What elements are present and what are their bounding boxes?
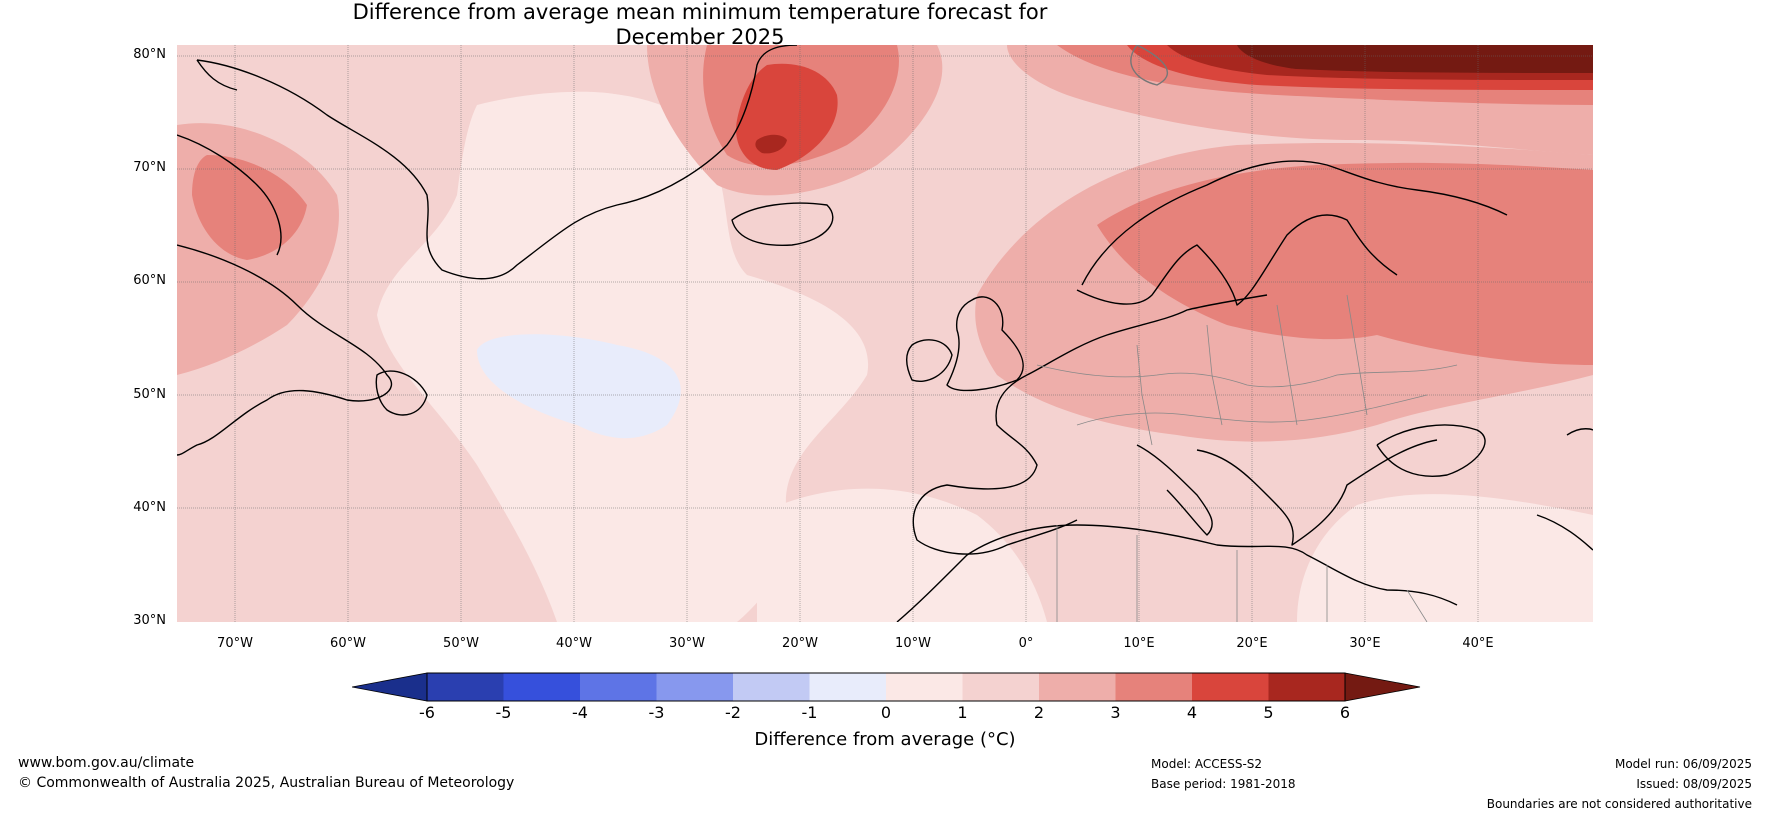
colorbar-tick-label: -3 [648, 703, 665, 722]
colorbar-segment [1268, 673, 1346, 701]
lon-label-20e: 20°E [1236, 636, 1268, 651]
map-title-line1: Difference from average mean minimum tem… [352, 0, 1048, 24]
lon-label-20w: 20°W [782, 636, 818, 651]
anomaly-region-3to4-labrador [192, 155, 307, 260]
colorbar-segment [962, 673, 1040, 701]
lon-label-70w: 70°W [217, 636, 253, 651]
colorbar-outline [426, 672, 1346, 702]
footer-copyright: © Commonwealth of Australia 2025, Austra… [18, 775, 515, 791]
forecast-map [177, 45, 1593, 622]
colorbar-tick-label: -5 [495, 703, 512, 722]
coastline-greenland-inner [196, 59, 238, 91]
coastline-greenland [196, 45, 798, 280]
border-north-africa [1056, 525, 1428, 622]
colorbar-segment [580, 673, 657, 701]
colorbar-tick-label: 0 [880, 703, 892, 722]
colorbar-extend-high [1344, 672, 1421, 702]
coastline-labrador [177, 244, 393, 456]
lat-label-80n: 80°N [133, 47, 166, 62]
coastline-black-sea [1376, 424, 1486, 477]
coastline-great-britain [946, 296, 1024, 392]
border-europe-2 [1076, 394, 1428, 426]
anomaly-region-over6-arctic [1237, 45, 1593, 73]
coastline-norway [1081, 160, 1508, 286]
lat-label-70n: 70°N [133, 160, 166, 175]
colorbar-tick-label: 3 [1110, 703, 1121, 722]
lat-label-60n: 60°N [133, 273, 166, 288]
lon-label-30w: 30°W [669, 636, 705, 651]
border-europe-3 [1136, 294, 1368, 446]
colorbar-segment [1115, 673, 1193, 701]
coastlines [177, 45, 1593, 622]
coastline-svalbard [1130, 45, 1169, 86]
colorbar-tick-label: 6 [1339, 703, 1351, 722]
colorbar-segment [503, 673, 581, 701]
colorbar-segment [1192, 673, 1269, 701]
colorbar-label: Difference from average (°C) [754, 729, 1016, 750]
forecast-map-svg [177, 45, 1593, 622]
anomaly-region-3to4-scandinavia [1097, 162, 1593, 365]
coastline-ireland [906, 339, 953, 382]
country-borders [1036, 294, 1458, 622]
colorbar-segment [656, 673, 734, 701]
map-title: Difference from average mean minimum tem… [230, 0, 1170, 50]
coastline-caspian [1536, 428, 1593, 551]
lon-label-30e: 30°E [1349, 636, 1381, 651]
footer-model-run: Model run: 06/09/2025 [1614, 757, 1752, 771]
colorbar-segment [733, 673, 810, 701]
coastline-italy [1136, 444, 1213, 536]
coastline-iceland [731, 202, 834, 247]
colorbar-tick-label: -4 [572, 703, 588, 722]
anomaly-region-light-greenland [491, 91, 649, 236]
colorbar-tick-label: 5 [1263, 703, 1274, 722]
anomaly-region-light-east [1297, 494, 1593, 622]
border-europe-1 [1036, 364, 1458, 388]
colorbar-tick-label: -2 [725, 703, 741, 722]
lon-label-40e: 40°E [1462, 636, 1494, 651]
colorbar-segment [427, 673, 504, 701]
colorbar-tick-label: 1 [957, 703, 968, 722]
colorbar-tick-label: -1 [801, 703, 818, 722]
coastline-newfoundland [375, 370, 428, 416]
coastline-sweden-finland [1076, 214, 1398, 306]
anomaly-region-negative [477, 334, 681, 439]
coastline-north-africa [896, 524, 1458, 622]
lat-label-50n: 50°N [133, 387, 166, 402]
footer-model: Model: ACCESS-S2 [1151, 757, 1263, 771]
colorbar-extend-low [352, 672, 428, 702]
graticule [177, 45, 1593, 622]
lat-label-40n: 40°N [133, 500, 166, 515]
lon-label-10w: 10°W [895, 636, 931, 651]
colorbar-segment [809, 673, 887, 701]
colorbar-segment [886, 673, 963, 701]
coastline-baffin [177, 134, 282, 256]
lon-label-0: 0° [1018, 636, 1034, 651]
coastline-western-europe [912, 294, 1268, 555]
anomaly-region-light-mediterranean [757, 488, 1047, 622]
colorbar-segment [1039, 673, 1116, 701]
colorbar-tick-label: 2 [1033, 703, 1045, 722]
lat-label-30n: 30°N [133, 613, 166, 628]
colorbar [352, 672, 1421, 702]
footer-issued: Issued: 08/09/2025 [1636, 777, 1752, 791]
lon-label-40w: 40°W [556, 636, 592, 651]
anomaly-region-5to6-greenland [755, 134, 787, 154]
colorbar-tick-label: -6 [419, 703, 435, 722]
colorbar-tick-label: 4 [1186, 703, 1198, 722]
lon-label-10e: 10°E [1123, 636, 1155, 651]
footer-website: www.bom.gov.au/climate [18, 755, 195, 771]
coastline-balkans [1196, 439, 1438, 546]
lon-label-50w: 50°W [443, 636, 479, 651]
footer-disclaimer: Boundaries are not considered authoritat… [1486, 797, 1752, 811]
lon-label-60w: 60°W [330, 636, 366, 651]
footer-base-period: Base period: 1981-2018 [1151, 777, 1296, 791]
